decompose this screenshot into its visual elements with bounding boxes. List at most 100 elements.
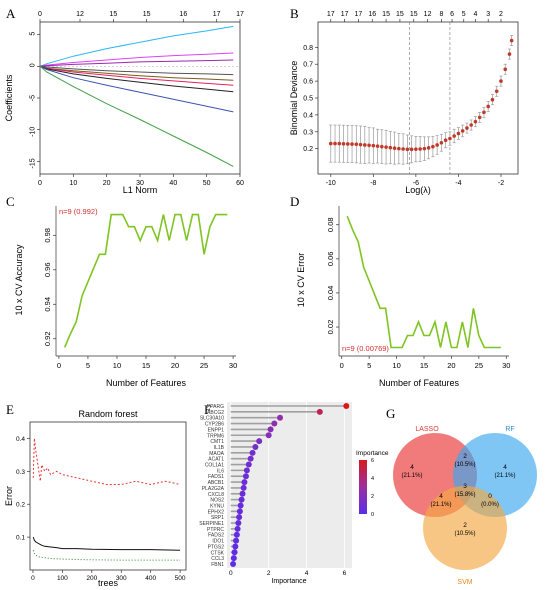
y-tick-label: -5 xyxy=(30,95,37,101)
y-axis-label: 10 x CV Error xyxy=(296,253,306,308)
coefficient-path xyxy=(39,25,234,67)
x-tick-label: 25 xyxy=(200,361,208,370)
gene-label: NOS2 xyxy=(210,498,224,504)
top-tick-label: 12 xyxy=(76,11,84,18)
top-tick-label: 15 xyxy=(382,11,390,18)
x-tick-label: 25 xyxy=(475,361,483,370)
y-tick-label: 0.92 xyxy=(43,331,52,346)
x-tick-label: 20 xyxy=(171,361,179,370)
deviance-point xyxy=(448,136,452,141)
y-tick-label: 0.4 xyxy=(16,436,25,443)
deviance-point xyxy=(414,147,418,151)
importance-dot xyxy=(236,508,243,515)
legend-colorbar xyxy=(359,460,367,514)
top-tick-label: 8 xyxy=(439,11,443,18)
coefficient-path xyxy=(39,59,234,67)
panel-label-g: G xyxy=(386,406,395,421)
deviance-point xyxy=(354,142,359,147)
legend-tick-label: 2 xyxy=(371,494,374,500)
deviance-point xyxy=(426,146,431,150)
best-n-annotation: n=9 (0.00769) xyxy=(342,344,389,353)
deviance-point xyxy=(375,144,380,148)
deviance-point xyxy=(460,129,465,133)
y-axis-label: 10 x CV Accuracy xyxy=(14,244,24,316)
importance-dot xyxy=(247,455,254,462)
gene-label: CMT1 xyxy=(210,439,224,445)
deviance-point xyxy=(358,142,363,147)
deviance-point xyxy=(490,97,495,102)
region-lasso-svm-count: 4 xyxy=(439,493,443,500)
deviance-point xyxy=(422,146,427,151)
importance-dot xyxy=(241,479,248,486)
top-tick-label: 15 xyxy=(396,11,404,18)
y-tick-label: 0.3 xyxy=(16,469,25,476)
top-tick-label: 17 xyxy=(236,11,244,18)
x-tick-label: 0 xyxy=(57,361,61,370)
deviance-point xyxy=(473,119,478,124)
x-tick-label: 0 xyxy=(38,180,42,187)
top-tick-label: 5 xyxy=(462,11,466,18)
importance-dot xyxy=(237,502,244,509)
gene-label: ACAT1 xyxy=(208,457,224,463)
x-tick-label: -6 xyxy=(413,180,419,187)
coefficient-path xyxy=(39,65,234,93)
gene-label: CCL3 xyxy=(211,556,224,562)
region-rf-svm-pct: (0.0%) xyxy=(481,502,499,508)
y-tick-label: 0.02 xyxy=(326,320,335,335)
panel-d-cv-error: 0 5 10 15 20 25 30 0.02 0.04 0.06 0.08 n=9 (0.00769… xyxy=(296,206,510,388)
panel-e-random-forest: Random forest 0 100 200 300 400 5000.10.20.30… xyxy=(4,409,187,588)
deviance-point xyxy=(337,141,342,146)
x-axis-label: Log(λ) xyxy=(405,185,431,195)
coefficient-path xyxy=(39,65,234,167)
importance-dot xyxy=(238,496,245,503)
y-axis-label: Binomial Deviance xyxy=(289,61,299,136)
deviance-point xyxy=(494,89,499,94)
importance-dot xyxy=(343,403,350,409)
top-tick-label: 17 xyxy=(355,11,363,18)
coefficient-path xyxy=(39,65,234,76)
panel-label-a: A xyxy=(6,6,16,21)
importance-dot xyxy=(243,467,250,474)
deviance-point xyxy=(452,134,456,138)
gene-label: CTSK xyxy=(211,550,225,556)
x-tick-label: 6 xyxy=(343,570,347,577)
x-tick-label: 50 xyxy=(203,180,211,187)
x-tick-label: 0 xyxy=(340,361,344,370)
deviance-point xyxy=(477,115,482,120)
x-tick-label: 15 xyxy=(142,361,150,370)
importance-dot xyxy=(277,414,284,421)
gene-label: FADS2 xyxy=(208,533,224,539)
gene-label: FBN1 xyxy=(211,562,224,568)
error-rate-line xyxy=(32,550,181,561)
gene-label: PPARG xyxy=(207,404,224,410)
importance-dot xyxy=(230,561,237,567)
set-label-svm: SVM xyxy=(457,579,472,586)
y-tick-label: 0.5 xyxy=(303,96,313,103)
gene-label: CYP2B6 xyxy=(205,422,224,428)
gene-label: IDO1 xyxy=(212,539,224,545)
deviance-point xyxy=(443,138,448,143)
legend-tick-label: 4 xyxy=(371,476,374,482)
deviance-point xyxy=(397,146,401,151)
x-tick-label: 2 xyxy=(267,570,271,577)
deviance-point xyxy=(509,38,514,43)
deviance-point xyxy=(482,110,486,115)
best-n-annotation: n=9 (0.992) xyxy=(59,207,98,216)
top-tick-label: 6 xyxy=(450,11,454,18)
coefficient-path xyxy=(39,65,234,86)
importance-dot xyxy=(231,549,238,556)
x-tick-label: 30 xyxy=(502,361,510,370)
gene-label: CXCL8 xyxy=(208,492,224,498)
deviance-point xyxy=(456,131,461,136)
plot-frame xyxy=(29,421,187,571)
region-lasso-rf-count: 2 xyxy=(463,453,467,460)
y-tick-label: 0.08 xyxy=(326,217,335,232)
deviance-point xyxy=(392,146,397,150)
gene-label: ENPP1 xyxy=(208,427,225,433)
x-tick-label: 20 xyxy=(447,361,455,370)
region-all-pct: (15.8%) xyxy=(454,492,475,498)
gene-label: TRPM6 xyxy=(207,433,224,439)
x-tick-label: -8 xyxy=(370,180,376,187)
gene-label: COL1A1 xyxy=(205,463,224,469)
deviance-point xyxy=(499,79,503,83)
